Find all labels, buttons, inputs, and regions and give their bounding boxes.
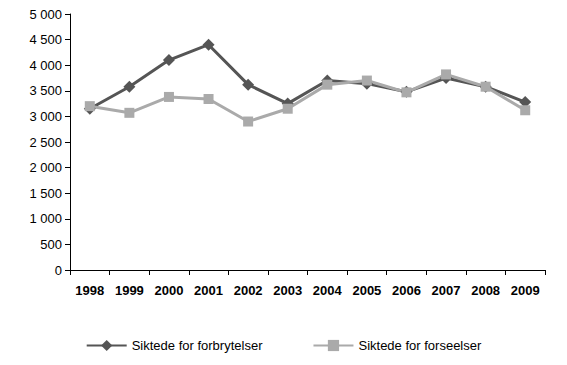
- svg-text:2008: 2008: [471, 283, 500, 298]
- svg-text:2009: 2009: [511, 283, 540, 298]
- svg-text:1998: 1998: [75, 283, 104, 298]
- svg-text:4 500: 4 500: [29, 32, 62, 47]
- svg-text:5 000: 5 000: [29, 7, 62, 22]
- svg-text:2 500: 2 500: [29, 135, 62, 150]
- svg-text:2001: 2001: [194, 283, 223, 298]
- svg-text:2004: 2004: [313, 283, 343, 298]
- svg-text:2000: 2000: [154, 283, 183, 298]
- svg-text:500: 500: [40, 237, 62, 252]
- svg-text:0: 0: [55, 263, 62, 278]
- svg-text:2 000: 2 000: [29, 160, 62, 175]
- svg-text:2003: 2003: [273, 283, 302, 298]
- svg-text:2005: 2005: [352, 283, 381, 298]
- svg-text:3 000: 3 000: [29, 109, 62, 124]
- svg-text:2006: 2006: [392, 283, 421, 298]
- svg-text:1999: 1999: [115, 283, 144, 298]
- svg-text:4 000: 4 000: [29, 58, 62, 73]
- svg-text:Siktede for forbrytelser: Siktede for forbrytelser: [132, 338, 263, 353]
- svg-text:2007: 2007: [432, 283, 461, 298]
- svg-text:2002: 2002: [234, 283, 263, 298]
- svg-text:1 500: 1 500: [29, 186, 62, 201]
- svg-text:1 000: 1 000: [29, 211, 62, 226]
- svg-text:3 500: 3 500: [29, 83, 62, 98]
- svg-text:Siktede for forseelser: Siktede for forseelser: [358, 338, 482, 353]
